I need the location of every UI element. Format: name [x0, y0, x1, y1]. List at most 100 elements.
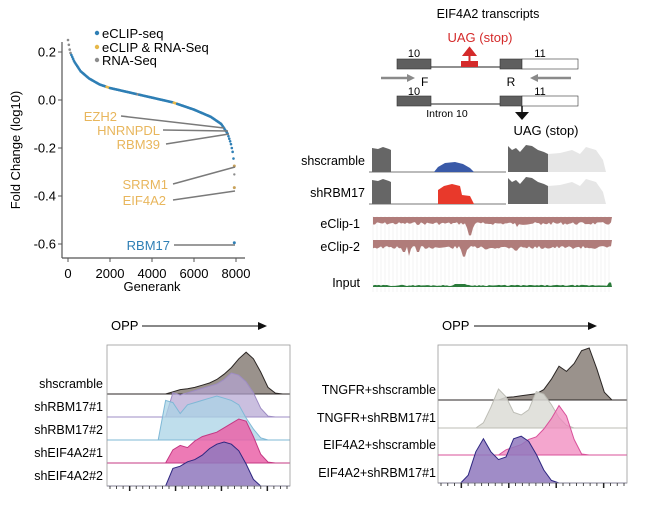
eclip-2-signal: [373, 240, 612, 257]
coverage-exon10-shscramble: [372, 147, 391, 172]
exon-11-utr-bottom: [521, 95, 579, 107]
data-point: [66, 38, 70, 42]
annotation-line-rbm39: [165, 133, 230, 145]
exon-10-label-top: 10: [408, 48, 420, 60]
row-label: EIF4A2+shscramble: [323, 438, 436, 452]
row-label: shEIF4A2#2: [34, 469, 103, 483]
data-point: [229, 142, 233, 146]
row-label: EIF4A2+shRBM17#1: [318, 466, 436, 480]
exon-10-label-bottom: 10: [408, 86, 420, 98]
exon-11-coding-bottom: [499, 95, 523, 107]
stop-arrow-down-icon: [515, 112, 529, 120]
histogram-shrbm17-2: [107, 395, 290, 441]
exon-11-coding-top: [499, 58, 523, 70]
gene-annotations: EZH2 HNRNPDL RBM39 SRRM1 EIF4A2 RBM17: [84, 109, 236, 253]
y-tick-label: -0.6: [34, 237, 56, 252]
data-point: [68, 48, 71, 51]
annotation-ezh2: EZH2: [84, 109, 117, 124]
annotation-srrm1: SRRM1: [122, 177, 168, 192]
track-grid: [372, 216, 610, 292]
opp-arrow-left-icon: [258, 322, 267, 330]
histogram-frame-left: [106, 344, 291, 487]
histogram-shrbm17-1: [107, 372, 290, 418]
track-label-shrbm17: shRBM17: [310, 186, 365, 200]
coverage-exon11-shscramble: [508, 145, 548, 172]
y-tick-label: -0.2: [34, 141, 56, 156]
data-point: [231, 150, 234, 154]
histogram-shscramble: [107, 351, 290, 395]
data-point: [227, 134, 230, 138]
legend-label-eclip: eCLIP-seq: [102, 26, 163, 41]
y-tick-label: 0.0: [38, 93, 56, 108]
track-label-eclip1: eClip-1: [320, 217, 360, 231]
legend-dot-eclip-rnaseq: [94, 44, 100, 50]
eclip-1-signal: [373, 217, 612, 236]
annotation-line-hnrnpdl: [162, 129, 229, 132]
annotation-rbm39: RBM39: [117, 137, 160, 152]
row-label: TNGFR+shscramble: [322, 383, 436, 397]
eif4a2-transcript-diagram: EIF4A2 transcripts UAG (stop) 10 11 F R …: [381, 7, 579, 138]
primer-r-label: R: [507, 75, 516, 89]
coverage-utr-shscramble: [548, 147, 606, 172]
x-tick-label: 2000: [96, 266, 125, 281]
y-axis-label: Fold Change (log10): [8, 91, 23, 210]
exon-10-bottom: [396, 95, 432, 107]
gene-rank-scatter-plot: 0.2 0.0 -0.2 -0.4 -0.6 0 2000 4000 6000 8000 Fol…: [8, 26, 250, 294]
opp-axis-label-right: OPP: [442, 318, 469, 333]
row-label: shRBM17#2: [34, 423, 103, 437]
histogram-sheif4a2-1: [107, 418, 290, 464]
annotation-hnrnpdl: HNRNPDL: [97, 123, 160, 138]
histogram-tngfr-shrbm17-1: [438, 388, 627, 429]
row-label: shscramble: [39, 377, 103, 391]
opp-histogram-left: OPP shscramble shRBM17#1 shRBM17#2 shEIF4A2…: [34, 318, 291, 491]
data-point: [227, 137, 231, 141]
annotation-line-ezh2: [120, 115, 225, 129]
opp-arrow-right-icon: [588, 322, 597, 330]
data-point-eif4a2: [232, 186, 236, 190]
legend-dot-eclip: [94, 30, 100, 36]
coverage-exon10-shrbm17: [372, 179, 391, 204]
histogram-frame-right: [437, 344, 628, 484]
exon-11-utr-top: [521, 58, 579, 70]
x-axis-label: Generank: [123, 279, 181, 294]
histogram-tngfr-shscramble: [438, 347, 627, 401]
stop-arrow-up-icon: [461, 46, 478, 61]
exon-11-label-bottom: 11: [534, 86, 545, 98]
opp-histogram-right: OPP TNGFR+shscramble TNGFR+shRBM17#1 EIF4A…: [317, 318, 628, 488]
data-point: [228, 139, 232, 143]
legend-label-eclip-rnaseq: eCLIP & RNA-Seq: [102, 40, 209, 55]
legend-label-rnaseq: RNA-Seq: [102, 53, 157, 68]
stop-codon-label-bottom: UAG (stop): [513, 123, 578, 138]
row-label: shRBM17#1: [34, 400, 103, 414]
opp-axis-label-left: OPP: [111, 318, 138, 333]
stop-codon-label-top: UAG (stop): [447, 30, 512, 45]
coverage-exon11-shrbm17: [508, 177, 548, 204]
annotation-line-srrm1: [172, 166, 236, 185]
exon-10-top: [396, 58, 432, 70]
scatter-points: [66, 38, 236, 245]
row-label: shEIF4A2#1: [34, 446, 103, 460]
y-tick-label: -0.4: [34, 189, 56, 204]
histogram-eif4a2-shscramble: [438, 404, 627, 456]
legend-dot-rnaseq: [94, 57, 100, 63]
track-label-input: Input: [332, 276, 360, 290]
coverage-tracks: shscramble shRBM17 eClip-1 eClip-2 Input: [301, 145, 612, 292]
input-signal: [373, 282, 612, 287]
diagram-title: EIF4A2 transcripts: [437, 7, 540, 21]
data-point: [67, 43, 71, 47]
primer-f-label: F: [421, 75, 428, 89]
x-tick-label: 6000: [180, 266, 209, 281]
data-point: [232, 157, 235, 160]
data-point: [230, 146, 234, 150]
coverage-intron-shrbm17: [438, 184, 474, 204]
y-tick-label: 0.2: [38, 45, 56, 60]
track-label-eclip2: eClip-2: [320, 240, 360, 254]
exon-11-label-top: 11: [534, 48, 545, 60]
track-label-shscramble: shscramble: [301, 154, 365, 168]
coverage-utr-shrbm17: [548, 179, 606, 204]
data-point-rbm17: [232, 241, 236, 245]
data-point: [233, 173, 236, 176]
annotation-eif4a2: EIF4A2: [123, 193, 166, 208]
annotation-line-eif4a2: [172, 190, 236, 201]
annotation-rbm17: RBM17: [127, 238, 170, 253]
